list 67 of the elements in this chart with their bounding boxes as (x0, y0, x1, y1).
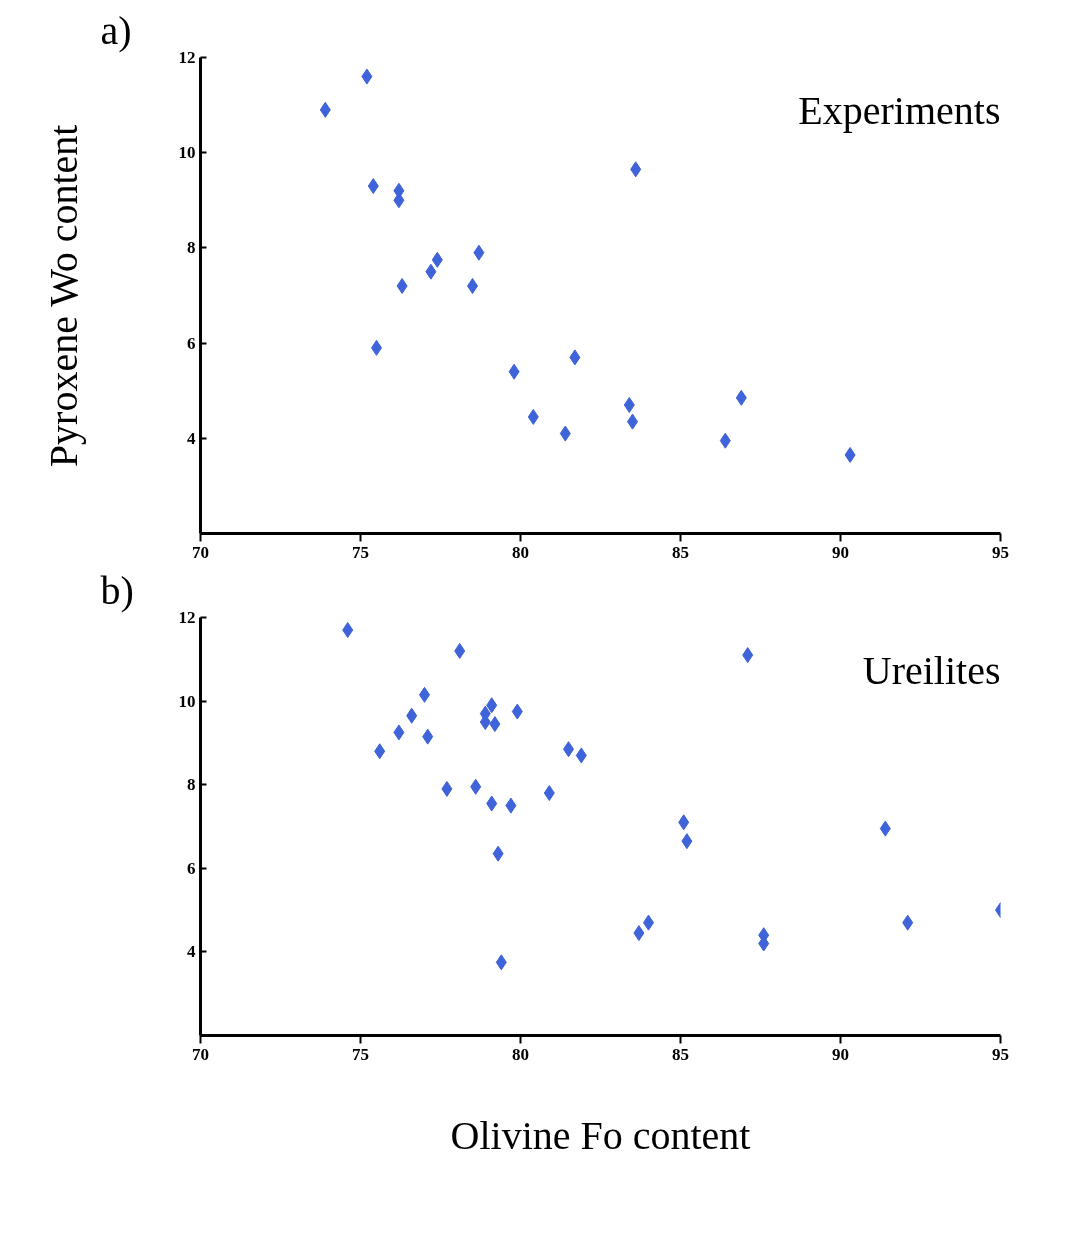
x-tick-label: 85 (672, 1044, 689, 1064)
x-tick-label: 90 (832, 1044, 849, 1064)
point (569, 349, 581, 366)
x-tick-label: 70 (192, 1044, 209, 1064)
text: a) (100, 7, 132, 53)
x-tick-label: 80 (512, 1044, 529, 1064)
point (470, 778, 482, 795)
x-axis-title: Olivine Fo content (450, 1112, 751, 1158)
point (735, 389, 747, 406)
point (441, 780, 453, 797)
point (742, 647, 754, 664)
point (425, 263, 437, 280)
point (543, 785, 555, 802)
point (511, 703, 523, 720)
point (492, 845, 504, 862)
y-tick-label: 12 (178, 48, 196, 67)
y-tick-label: 6 (187, 858, 196, 878)
x-tick-label: 70 (192, 542, 209, 562)
x-tick-label: 80 (512, 542, 529, 562)
point (575, 747, 587, 764)
point (844, 446, 856, 463)
point (559, 425, 571, 442)
x-tick-label: 85 (672, 542, 689, 562)
annotation: Experiments (798, 87, 1001, 133)
x-tick-label: 75 (352, 1044, 369, 1064)
point (422, 728, 434, 745)
point (374, 743, 386, 760)
point (719, 432, 731, 449)
point (681, 833, 693, 850)
y-tick-label: 4 (187, 942, 196, 962)
point (342, 622, 354, 639)
x-tick-label: 75 (352, 542, 369, 562)
x-tick-label: 90 (832, 542, 849, 562)
y-axis-title: Pyroxene Wo content (40, 124, 86, 468)
point (406, 707, 418, 724)
y-tick-label: 8 (187, 238, 196, 258)
x-tick-label: 95 (992, 1044, 1009, 1064)
y-tick-label: 10 (178, 143, 196, 163)
point (508, 363, 520, 380)
point (486, 795, 498, 812)
y-tick-label: 12 (178, 608, 196, 627)
point (431, 251, 443, 268)
point (495, 954, 507, 971)
point (367, 178, 379, 195)
point (527, 408, 539, 425)
y-tick-label: 4 (187, 428, 196, 448)
text: b) (100, 567, 134, 613)
point (473, 244, 485, 261)
point (393, 724, 405, 741)
point (454, 642, 466, 659)
point (486, 697, 498, 714)
point (319, 101, 331, 118)
x-tick-label: 95 (992, 542, 1009, 562)
point (489, 716, 501, 733)
point (678, 814, 690, 831)
point (505, 797, 517, 814)
point (633, 925, 645, 942)
y-tick-label: 8 (187, 775, 196, 795)
point (630, 161, 642, 178)
y-tick-label: 6 (187, 333, 196, 353)
point (361, 68, 373, 85)
annotation: Ureilites (862, 647, 1001, 693)
point (623, 396, 635, 413)
point (879, 820, 891, 837)
y-tick-label: 10 (178, 691, 196, 711)
point (902, 914, 914, 931)
point (396, 277, 408, 294)
